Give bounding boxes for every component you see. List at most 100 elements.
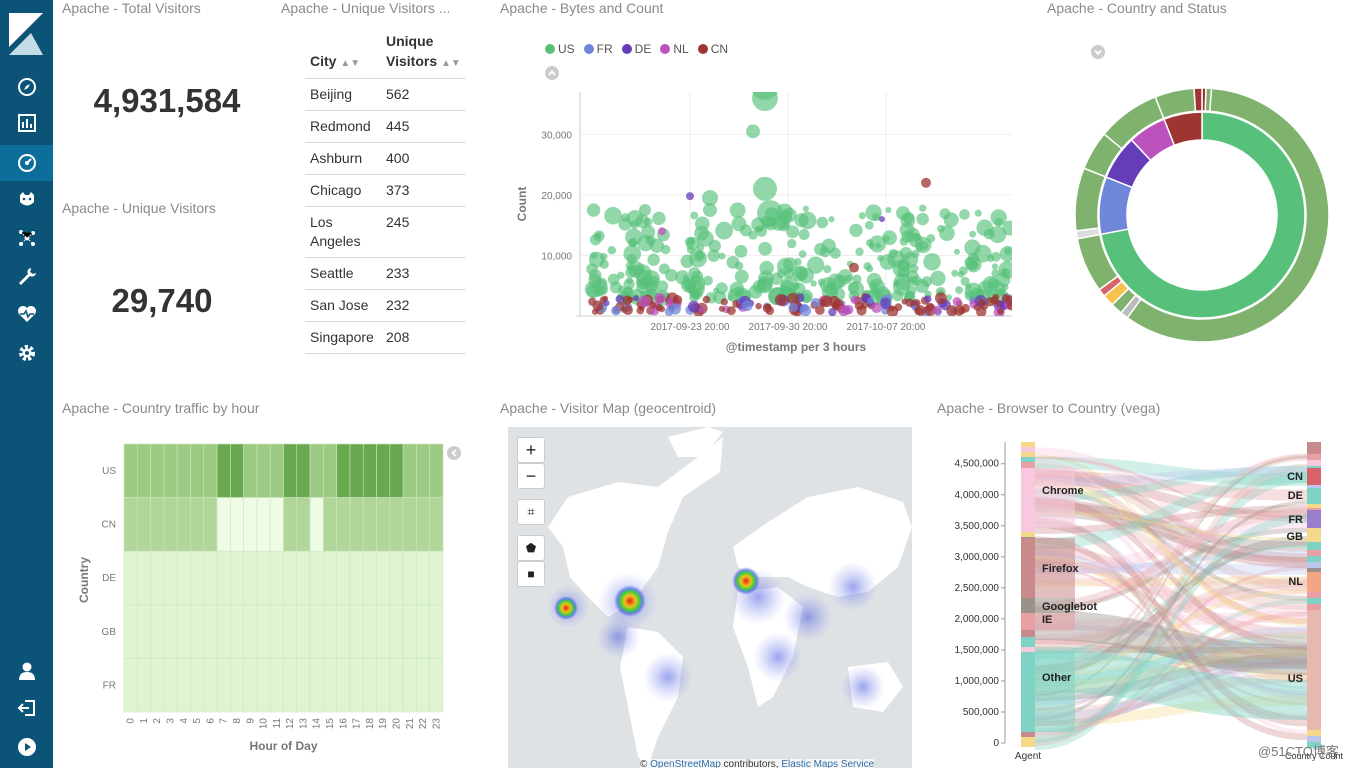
data-point-us — [770, 272, 783, 285]
city-cell[interactable]: San Jose — [305, 289, 381, 322]
x-tick-label: 3 — [166, 718, 177, 724]
heatmap-cell — [429, 443, 444, 498]
data-point — [932, 305, 942, 315]
data-point-us — [951, 269, 959, 277]
data-point-us — [707, 249, 720, 262]
x-tick-label: 2017-09-23 20:00 — [651, 322, 730, 333]
country-node-gb — [1307, 528, 1321, 542]
city-cell[interactable]: Los Angeles — [305, 206, 381, 258]
nav-timelion[interactable] — [0, 182, 53, 218]
legend-item[interactable]: DE — [621, 42, 651, 56]
kibana-logo[interactable] — [9, 13, 43, 55]
nav-logout[interactable] — [0, 690, 53, 726]
data-point-us — [715, 221, 734, 240]
sankey-flow — [1035, 623, 1307, 650]
data-point-us — [586, 203, 601, 217]
nav-dev-tools[interactable] — [0, 258, 53, 294]
legend-item[interactable]: NL — [660, 42, 689, 56]
city-cell[interactable]: Redmond — [305, 110, 381, 143]
city-cell[interactable]: Ashburn — [305, 142, 381, 175]
nav-discover[interactable] — [0, 69, 53, 105]
zoom-out-button[interactable]: − — [517, 463, 545, 489]
heatmap-cell — [429, 497, 444, 552]
right-axis-label: Country Count — [1285, 751, 1344, 761]
scatter-points — [584, 92, 1012, 316]
data-point — [765, 303, 772, 310]
legend-dot — [621, 44, 632, 54]
visitor-map[interactable] — [508, 427, 912, 768]
sankey-flow — [1035, 505, 1307, 534]
collapse-icon — [17, 738, 36, 756]
city-cell[interactable]: Singapore — [305, 321, 381, 354]
heatmap-cell — [283, 497, 298, 552]
visitors-cell[interactable]: 562 — [381, 78, 466, 111]
nav-visualize[interactable] — [0, 105, 53, 141]
legend-item[interactable]: FR — [583, 42, 613, 56]
data-point-us — [893, 279, 900, 287]
agent-node-ie — [1021, 613, 1035, 630]
data-point-us — [626, 209, 644, 227]
osm-link[interactable]: OpenStreetMap — [650, 759, 721, 768]
draw-rectangle-button[interactable]: ■ — [517, 561, 545, 587]
agent-node-segment — [1021, 737, 1035, 742]
agent-band-chrome — [1035, 468, 1075, 528]
data-point — [741, 300, 753, 312]
city-cell[interactable]: Seattle — [305, 257, 381, 290]
heatmap-cell — [163, 443, 178, 498]
nav-management[interactable] — [0, 335, 53, 371]
heatmap-cell — [323, 658, 337, 713]
total-visitors-title: Apache - Total Visitors — [62, 0, 201, 16]
zoom-in-button[interactable]: + — [517, 437, 545, 463]
monitoring-icon — [17, 306, 36, 322]
data-point-us — [892, 259, 911, 278]
heatmap-cell — [376, 497, 391, 552]
visitors-cell[interactable]: 208 — [381, 321, 466, 354]
heatmap-cell — [309, 550, 324, 606]
visitors-cell[interactable]: 445 — [381, 110, 466, 143]
fit-bounds-button[interactable]: ⌗ — [517, 499, 545, 525]
visitors-cell[interactable]: 232 — [381, 289, 466, 322]
agent-node-chrome — [1021, 468, 1035, 528]
heatmap-cell — [269, 550, 284, 606]
heatmap-cell — [349, 604, 364, 659]
legend-dot — [697, 44, 708, 54]
city-cell[interactable]: Beijing — [305, 78, 381, 111]
nav-collapse[interactable] — [0, 729, 53, 765]
draw-polygon-button[interactable]: ⬟ — [517, 535, 545, 561]
data-point — [905, 298, 914, 307]
data-point-us — [595, 232, 602, 239]
heatmap-cell — [376, 604, 391, 659]
column-header-unique-visitors[interactable]: Unique Visitors ▲▼ — [381, 27, 466, 79]
ems-link[interactable]: Elastic Maps Service — [781, 759, 875, 768]
data-point — [788, 302, 799, 312]
heatmap-cell — [256, 443, 271, 498]
y-tick-label: US — [102, 466, 116, 477]
data-point-us — [995, 272, 1011, 287]
visitors-cell[interactable]: 245 — [381, 206, 466, 258]
country-node-de — [1307, 488, 1321, 504]
bytes-count-chart: 10,000 20,000 30,000 2017-09-23 20:00 2017-0… — [515, 66, 1012, 354]
sankey-flow — [1035, 610, 1307, 675]
table-row: Los Angeles 245 — [305, 206, 466, 258]
nav-user[interactable] — [0, 653, 53, 689]
visitors-cell[interactable]: 373 — [381, 174, 466, 207]
x-tick-label: 18 — [365, 718, 376, 730]
heatmap-cell — [349, 658, 364, 713]
data-point — [820, 295, 833, 308]
nav-dashboard[interactable] — [0, 145, 53, 181]
browser-country-title: Apache - Browser to Country (vega) — [937, 400, 1161, 416]
sankey-flow — [1035, 535, 1307, 675]
legend-item[interactable]: US — [545, 42, 575, 56]
visitors-cell[interactable]: 400 — [381, 142, 466, 175]
visitors-cell[interactable]: 233 — [381, 257, 466, 290]
data-point-us — [916, 212, 929, 226]
nav-monitoring[interactable] — [0, 296, 53, 332]
column-header-city[interactable]: City ▲▼ — [305, 27, 381, 79]
country-node-segment — [1307, 562, 1321, 568]
heatmap-cell — [136, 658, 151, 713]
y-tick-label: 4,500,000 — [955, 459, 1000, 470]
legend-item[interactable]: CN — [697, 42, 728, 56]
nav-graph[interactable] — [0, 220, 53, 256]
heatmap-cell — [296, 497, 311, 552]
city-cell[interactable]: Chicago — [305, 174, 381, 207]
